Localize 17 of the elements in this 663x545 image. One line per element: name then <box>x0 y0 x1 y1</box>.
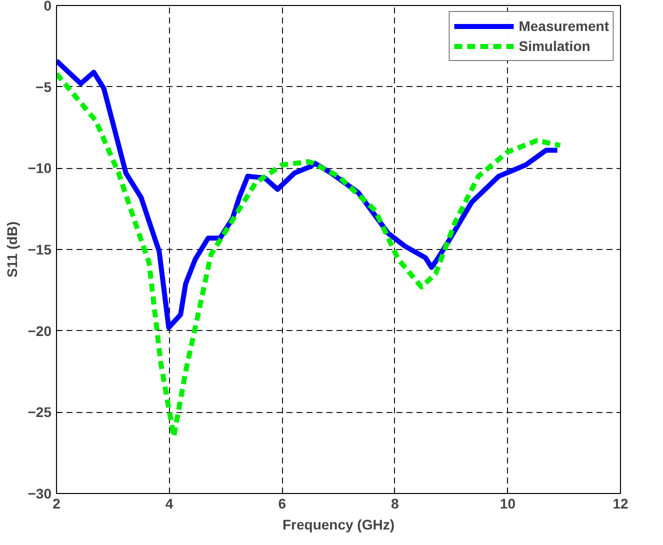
legend-label: Measurement <box>518 18 609 34</box>
y-tick-label: −10 <box>28 160 52 176</box>
y-tick-label: −30 <box>28 486 52 502</box>
x-tick-label: 12 <box>612 496 628 512</box>
x-tick-label: 2 <box>52 496 61 512</box>
x-tick-label: 8 <box>391 496 400 512</box>
x-tick-label: 4 <box>165 496 174 512</box>
x-tick-label: 10 <box>500 496 516 512</box>
y-tick-label: 0 <box>44 0 52 14</box>
y-axis-title: S11 (dB) <box>4 221 20 278</box>
y-tick-label: −15 <box>28 242 52 258</box>
legend-label: Simulation <box>518 38 590 54</box>
x-tick-label: 6 <box>278 496 286 512</box>
x-axis-title: Frequency (GHz) <box>282 516 395 532</box>
y-tick-label: −25 <box>28 404 52 420</box>
y-tick-label: −20 <box>28 322 52 339</box>
y-tick-label: −5 <box>36 78 52 95</box>
